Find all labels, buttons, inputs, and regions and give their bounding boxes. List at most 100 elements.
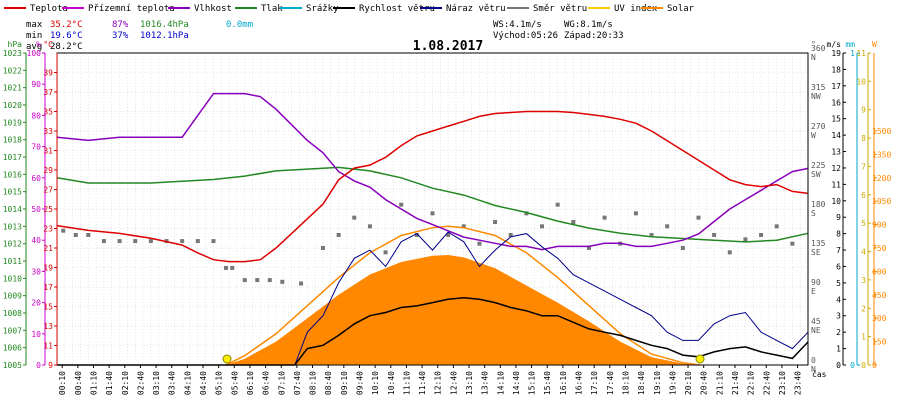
pressure-axis-tick-label: 1019 [3, 118, 22, 127]
wind-direction-point [133, 239, 138, 244]
time-tick-label: 11:10 [402, 371, 411, 395]
temperature-axis-tick-label: 31 [43, 147, 53, 156]
humidity-axis-tick-label: 40 [31, 236, 41, 245]
time-tick-label: 23:40 [794, 371, 803, 395]
axes-layer: 1005100610071008100910101011101210131014… [3, 40, 892, 395]
wind-speed-axis-title: m/s [827, 40, 842, 49]
time-tick-label: 02:10 [121, 371, 130, 395]
legend-label: UV index [614, 4, 658, 14]
wind-dir-tick-label: 135 [811, 239, 826, 248]
wind-direction-point [86, 233, 91, 237]
stat-sunset: Západ:20:33 [564, 31, 624, 41]
wind-speed-axis-tick-label: 11 [831, 180, 841, 189]
sun-markers [222, 354, 705, 364]
wind-direction-point [571, 220, 576, 224]
wind-speed-axis-tick-label: 15 [831, 115, 841, 124]
time-tick-label: 13:40 [481, 371, 490, 395]
pressure-axis-tick-label: 1006 [3, 344, 22, 353]
pressure-axis-tick-label: 1022 [3, 66, 22, 75]
wind-direction-point [712, 233, 717, 237]
pressure-axis-tick-label: 1020 [3, 101, 22, 110]
temperature-axis-tick-label: 9 [48, 361, 53, 370]
wind-direction-point [299, 281, 304, 286]
legend-label: Směr větru [533, 4, 587, 14]
wind-dir-tick-label: 270 [811, 122, 826, 131]
wind-dir-tick-label: 0 [811, 356, 816, 365]
pressure-axis-tick-label: 1011 [3, 257, 22, 266]
time-tick-label: 21:40 [731, 371, 740, 395]
humidity-axis-tick-label: 70 [31, 143, 41, 152]
pressure-axis-tick-label: 1014 [3, 205, 22, 214]
solar-axis-tick-label: 150 [872, 338, 887, 347]
wind-direction-point [195, 239, 200, 244]
temperature-axis-title: °C [43, 40, 53, 49]
wind-direction-point [759, 233, 764, 237]
wind-direction-point [180, 239, 185, 244]
solar-area [225, 255, 701, 365]
stat-wind-gust: WG:8.1m/s [564, 20, 613, 30]
time-tick-label: 09:40 [355, 371, 364, 395]
wind-direction-point [477, 241, 482, 246]
wind-direction-point [267, 278, 272, 283]
pressure-axis-tick-label: 1015 [3, 188, 22, 197]
time-tick-label: 15:10 [528, 371, 537, 395]
temperature-axis-tick-label: 25 [43, 205, 53, 214]
time-tick-label: 11:40 [418, 371, 427, 395]
time-tick-label: 16:10 [559, 371, 568, 395]
humidity-axis-tick-label: 10 [31, 330, 41, 339]
pressure-axis-tick-label: 1007 [3, 326, 22, 335]
wind-direction-point [73, 233, 78, 237]
wind-direction-point [524, 211, 529, 216]
temperature-axis-tick-label: 17 [43, 283, 53, 292]
stat-min-hum: 37% [112, 31, 129, 41]
wind-dir-tick-label: NW [811, 92, 821, 101]
wind-speed-axis-tick-label: 19 [831, 49, 841, 58]
temperature-axis-tick-label: 29 [43, 166, 53, 175]
legend-label: Náraz větru [446, 4, 506, 14]
uv-axis-tick-label: 6 [861, 191, 866, 200]
time-tick-label: 07:40 [293, 371, 302, 395]
pressure-line [56, 166, 809, 243]
time-tick-label: 02:40 [136, 371, 145, 395]
stat-min-temp: 19.6°C [50, 31, 83, 41]
stat-sunrise: Východ:05:26 [493, 31, 558, 41]
time-tick-label: 10:10 [371, 371, 380, 395]
sunrise-marker [222, 354, 232, 364]
wind-speed-axis-tick-label: 14 [831, 131, 841, 140]
stat-avg-label: avg [26, 42, 42, 52]
wind-dir-tick-label: N [811, 365, 816, 374]
gust-line [57, 231, 809, 366]
wind-direction-point [352, 215, 357, 220]
wind-direction-point [320, 246, 325, 250]
wind-dir-tick-label: 90 [811, 278, 821, 287]
uv-axis-tick-label: 1 [861, 333, 866, 342]
legend: Teplota Přízemní teplota Vlhkost Tlak Srážky… [4, 4, 695, 14]
uv-axis-tick-label: 7 [861, 162, 866, 171]
wind-dir-tick-label: 315 [811, 83, 826, 92]
wind-direction-point [680, 246, 685, 250]
solar-axis-tick-label: 1050 [872, 197, 891, 206]
temperature-axis-tick-label: 13 [43, 322, 53, 331]
time-tick-label: 09:10 [340, 371, 349, 395]
time-tick-label: 19:40 [668, 371, 677, 395]
stat-max-hum: 87% [112, 20, 129, 30]
temperature-axis-tick-label: 39 [43, 69, 53, 78]
wind-direction-point [586, 246, 591, 250]
stats-block: max 35.2°C 87% 1016.4hPa 0.0mm min 19.6°… [26, 20, 624, 52]
time-tick-label: 07:10 [277, 371, 286, 395]
wind-dir-tick-label: E [811, 287, 816, 296]
wind-direction-point [101, 239, 106, 244]
wind-direction-point [223, 265, 228, 270]
pressure-axis-tick-label: 1013 [3, 222, 22, 231]
wind-direction-point [493, 220, 498, 224]
solar-axis-tick-label: 900 [872, 221, 887, 230]
humidity-axis-tick-label: 90 [31, 80, 41, 89]
chart-title: 1.08.2017 [413, 39, 483, 54]
stat-min-press: 1012.1hPa [140, 31, 189, 41]
stat-wind-speed: WS:4.1m/s [493, 20, 542, 30]
solar-area-layer [225, 255, 701, 365]
wind-direction-point [414, 233, 419, 237]
pressure-axis-tick-label: 1012 [3, 240, 22, 249]
solar-axis-tick-label: 1350 [872, 150, 891, 159]
time-tick-label: 20:40 [700, 371, 709, 395]
